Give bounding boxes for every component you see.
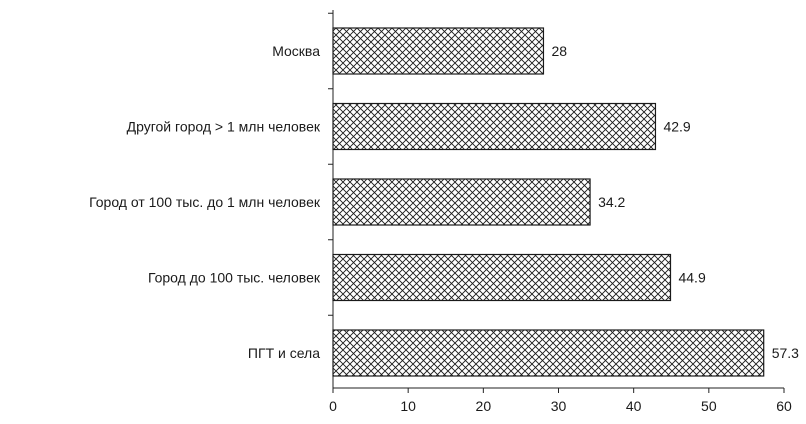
category-label: Город до 100 тыс. человек [148, 270, 321, 286]
x-tick-label: 40 [626, 398, 642, 414]
value-label: 42.9 [663, 119, 690, 135]
labels: Москва 28 Другой город > 1 млн человек 42.9… [89, 43, 799, 361]
bar [332, 27, 545, 75]
bar [332, 178, 591, 226]
bar [332, 329, 765, 377]
bars [332, 27, 765, 377]
category-label: ПГТ и села [248, 345, 320, 361]
x-tick-label: 10 [400, 398, 416, 414]
x-tick-label: 60 [776, 398, 792, 414]
category-label: Город от 100 тыс. до 1 млн человек [89, 194, 321, 210]
axes: 0 10 20 30 40 50 60 [328, 10, 792, 414]
value-label: 34.2 [598, 194, 625, 210]
category-label: Москва [272, 43, 320, 59]
x-tick-label: 20 [476, 398, 492, 414]
bar [332, 102, 657, 151]
category-label: Другой город > 1 млн человек [127, 119, 321, 135]
x-tick-label: 30 [551, 398, 567, 414]
value-label: 44.9 [678, 270, 705, 286]
bar [332, 253, 672, 302]
value-label: 57.3 [772, 345, 799, 361]
x-tick-label: 50 [701, 398, 717, 414]
value-label: 28 [551, 43, 567, 59]
x-tick-label: 0 [329, 398, 337, 414]
